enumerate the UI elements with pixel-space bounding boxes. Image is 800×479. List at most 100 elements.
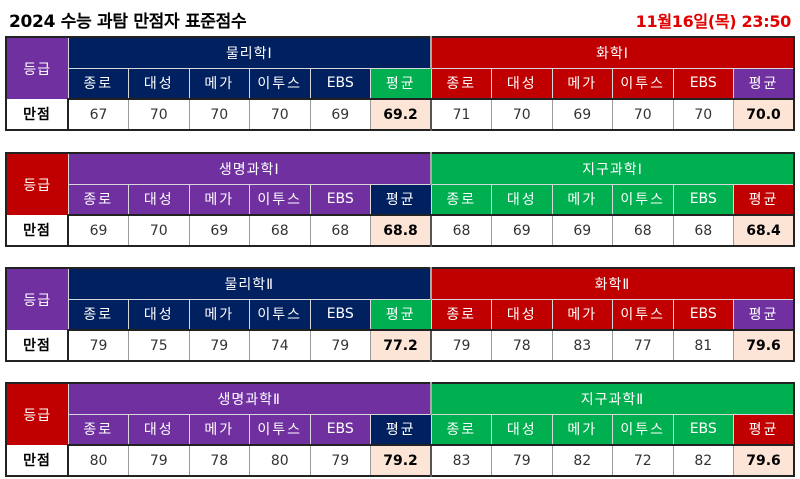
column-header-source-ebs: EBS: [673, 184, 734, 216]
grade-header-cell: 등급: [6, 268, 69, 330]
column-header-source-mega: 메가: [189, 299, 250, 331]
average-score-cell: 79.6: [733, 330, 795, 361]
grade-row-text: 만점: [23, 107, 51, 123]
column-header-source-daesung: 대성: [491, 68, 553, 100]
column-header-average: 평균: [733, 184, 795, 216]
column-header-source-jongro: 종로: [68, 299, 129, 331]
score-cell: 82: [552, 445, 613, 476]
column-header-source-mega: 메가: [552, 68, 613, 100]
score-cell: 79: [491, 445, 553, 476]
column-header-source-mega: 메가: [189, 414, 250, 446]
grade-header-cell: 등급: [6, 383, 69, 445]
column-header-source-jongro: 종로: [431, 184, 492, 216]
column-header-source-etoos: 이투스: [249, 299, 311, 331]
column-header-source-mega: 메가: [552, 299, 613, 331]
score-cell: 78: [189, 445, 250, 476]
score-cell: 79: [310, 330, 371, 361]
score-table-1: 등급 물리학Ⅰ 화학Ⅰ 종로 대성 메가 이투스 EBS 평균 종로 대성 메가 이투스 EBS 평균…: [5, 36, 795, 131]
score-cell: 69: [552, 215, 613, 246]
score-cell: 80: [68, 445, 129, 476]
subject-name: 물리학Ⅰ: [225, 45, 273, 62]
column-header-source-mega: 메가: [189, 184, 250, 216]
column-header-source-mega: 메가: [552, 414, 613, 446]
grade-header-label: 등급: [23, 292, 52, 309]
score-cell: 69: [310, 99, 371, 130]
average-score-cell: 68.4: [733, 215, 795, 246]
grade-row-text: 만점: [23, 338, 51, 354]
score-cell: 82: [673, 445, 734, 476]
column-header-source-etoos: 이투스: [249, 68, 311, 100]
column-header-source-ebs: EBS: [673, 414, 734, 446]
column-header-average: 평균: [370, 68, 432, 100]
average-score-cell: 77.2: [370, 330, 432, 361]
subject-name: 지구과학Ⅰ: [582, 161, 643, 178]
column-header-source-ebs: EBS: [673, 68, 734, 100]
grade-row-label: 만점: [6, 99, 69, 130]
column-header-source-daesung: 대성: [491, 299, 553, 331]
average-score-cell: 68.8: [370, 215, 432, 246]
score-cell: 79: [310, 445, 371, 476]
grade-header-label: 등급: [23, 61, 52, 78]
column-header-source-ebs: EBS: [673, 299, 734, 331]
column-header-source-daesung: 대성: [491, 414, 553, 446]
score-cell: 70: [128, 99, 190, 130]
grade-header-cell: 등급: [6, 153, 69, 215]
score-cell: 68: [430, 215, 492, 246]
title-bar: 2024 수능 과탐 만점자 표준점수 11월16일(목) 23:50: [0, 0, 800, 34]
column-header-source-jongro: 종로: [68, 68, 129, 100]
subject-header-cell: 지구과학Ⅰ: [431, 153, 794, 185]
column-header-source-daesung: 대성: [128, 299, 190, 331]
score-cell: 68: [310, 215, 371, 246]
score-cell: 80: [249, 445, 311, 476]
score-cell: 68: [249, 215, 311, 246]
column-header-source-etoos: 이투스: [612, 68, 674, 100]
score-cell: 70: [249, 99, 311, 130]
column-header-source-jongro: 종로: [431, 299, 492, 331]
score-cell: 83: [430, 445, 492, 476]
score-table-4: 등급 생명과학Ⅱ 지구과학Ⅱ 종로 대성 메가 이투스 EBS 평균 종로 대성 메가 이투스 EB…: [5, 382, 795, 477]
grade-row-label: 만점: [6, 445, 69, 476]
column-header-source-jongro: 종로: [68, 414, 129, 446]
column-header-source-daesung: 대성: [128, 414, 190, 446]
score-cell: 70: [612, 99, 674, 130]
score-cell: 69: [552, 99, 613, 130]
subject-header-cell: 생명과학Ⅰ: [68, 153, 432, 185]
grade-header-cell: 등급: [6, 37, 69, 99]
subject-header-cell: 화학Ⅰ: [431, 37, 794, 69]
score-cell: 75: [128, 330, 190, 361]
score-cell: 77: [612, 330, 674, 361]
score-cell: 67: [68, 99, 129, 130]
grade-header-label: 등급: [23, 407, 52, 424]
score-cell: 69: [491, 215, 553, 246]
column-header-source-etoos: 이투스: [612, 184, 674, 216]
average-score-cell: 69.2: [370, 99, 432, 130]
grade-row-text: 만점: [23, 453, 51, 469]
page-title: 2024 수능 과탐 만점자 표준점수: [9, 12, 247, 32]
score-cell: 79: [430, 330, 492, 361]
subject-header-cell: 물리학Ⅱ: [68, 268, 432, 300]
average-score-cell: 79.2: [370, 445, 432, 476]
subject-name: 지구과학Ⅱ: [580, 391, 645, 408]
column-header-source-mega: 메가: [552, 184, 613, 216]
column-header-source-ebs: EBS: [310, 299, 371, 331]
score-cell: 70: [128, 215, 190, 246]
subject-name: 화학Ⅰ: [596, 45, 629, 62]
score-cell: 69: [189, 215, 250, 246]
score-cell: 70: [491, 99, 553, 130]
score-table-3: 등급 물리학Ⅱ 화학Ⅱ 종로 대성 메가 이투스 EBS 평균 종로 대성 메가 이투스 EBS 평균…: [5, 267, 795, 362]
score-cell: 79: [189, 330, 250, 361]
score-cell: 70: [673, 99, 734, 130]
score-cell: 83: [552, 330, 613, 361]
column-header-source-daesung: 대성: [128, 184, 190, 216]
column-header-source-jongro: 종로: [68, 184, 129, 216]
column-header-source-etoos: 이투스: [612, 299, 674, 331]
column-header-source-daesung: 대성: [128, 68, 190, 100]
subject-header-cell: 물리학Ⅰ: [68, 37, 432, 69]
score-cell: 70: [189, 99, 250, 130]
column-header-source-ebs: EBS: [310, 184, 371, 216]
subject-header-cell: 지구과학Ⅱ: [431, 383, 794, 415]
score-cell: 71: [430, 99, 492, 130]
score-cell: 68: [673, 215, 734, 246]
column-header-source-jongro: 종로: [431, 414, 492, 446]
subject-name: 물리학Ⅱ: [224, 276, 275, 293]
